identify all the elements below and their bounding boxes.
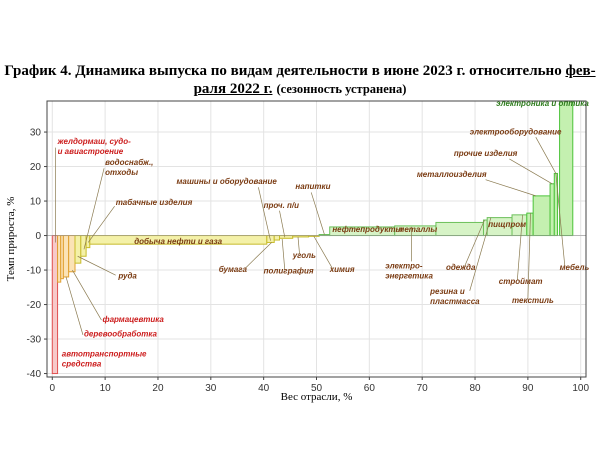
leader-line-21 xyxy=(516,214,523,281)
bar-3 xyxy=(62,235,70,278)
annotation-label-6-0: деревообработка xyxy=(84,330,158,339)
bar-6 xyxy=(80,235,87,257)
annotations: желдормаш, судо-и авиастроение водоснабж.… xyxy=(57,99,590,368)
x-tick-label-7: 70 xyxy=(417,383,429,394)
y-axis-label: Темп прироста, % xyxy=(5,197,17,282)
x-tick-label-4: 40 xyxy=(258,383,270,394)
leader-line-4 xyxy=(77,255,116,276)
bar-17 xyxy=(435,221,484,237)
bar-10 xyxy=(273,235,281,241)
x-tick-label-2: 20 xyxy=(152,383,164,394)
bar-5 xyxy=(74,235,82,264)
leader-line-6 xyxy=(65,276,84,336)
bar-9 xyxy=(266,235,275,243)
annotation-label-11-0: бумага xyxy=(219,265,248,274)
y-tick-label-6: 20 xyxy=(30,162,42,173)
annotation-label-1-0: водоснабж., xyxy=(105,158,153,167)
title-underlined-2: раля 2022 г. xyxy=(193,81,273,97)
chart-title: График 4. Динамика выпуска по видам деят… xyxy=(0,62,600,98)
annotation-label-24-0: металлоизделия xyxy=(417,170,487,179)
annotation-label-12-0: уголь xyxy=(292,251,316,260)
annotation-label-2-0: табачные изделия xyxy=(116,198,193,207)
y-tick-label-5: 10 xyxy=(30,197,42,208)
annotation-label-26-0: электрооборудование xyxy=(470,127,562,136)
y-tick-label-3: -10 xyxy=(27,266,42,277)
title-main: График 4. Динамика выпуска по видам деят… xyxy=(4,63,566,79)
annotation-label-22-0: текстиль xyxy=(512,296,554,305)
bar-23 xyxy=(549,183,555,237)
leader-line-1 xyxy=(83,168,105,250)
y-tick-label-7: 30 xyxy=(30,128,42,139)
annotation-label-4-0: руда xyxy=(117,272,137,281)
title-note: (сезонность устранена) xyxy=(276,82,407,96)
leader-line-9 xyxy=(279,210,286,238)
y-tick-label-4: 0 xyxy=(35,231,41,242)
y-ticks: -40 -30 -20 -10 0 10 20 30 xyxy=(27,128,47,380)
annotation-label-7-0: автотранспортные xyxy=(62,349,147,358)
annotation-label-7-1: средства xyxy=(62,359,102,368)
leader-line-25 xyxy=(509,158,553,185)
annotation-label-18-1: энергетика xyxy=(385,271,433,280)
annotation-label-9-0: проч. п/и xyxy=(264,201,299,210)
x-ticks: 0 10 20 30 40 50 60 70 80 90 100 xyxy=(50,377,589,394)
annotation-label-0-0: желдормаш, судо- xyxy=(57,137,132,146)
leader-line-5 xyxy=(72,269,102,321)
leader-line-26 xyxy=(535,137,557,174)
leader-line-22 xyxy=(527,213,531,300)
bar-11 xyxy=(279,235,294,239)
annotation-label-27-0: электроника и оптика xyxy=(496,99,589,108)
annotation-label-20-0: резина и xyxy=(429,287,465,296)
annotation-label-19-0: одежда xyxy=(446,263,476,272)
annotation-label-5-0: фармацевтика xyxy=(102,315,164,324)
leader-line-20 xyxy=(469,217,492,291)
annotation-label-0-1: и авиастроение xyxy=(58,147,124,156)
y-tick-label-2: -20 xyxy=(27,300,42,311)
annotation-label-20-1: пластмасса xyxy=(430,297,480,306)
x-tick-label-5: 50 xyxy=(311,383,323,394)
y-tick-label-0: -40 xyxy=(27,369,42,380)
bar-22 xyxy=(532,195,551,237)
leader-line-10 xyxy=(310,192,325,235)
annotation-label-23-0: мебель xyxy=(560,263,590,272)
annotation-label-13-0: полиграфия xyxy=(264,267,314,276)
x-tick-label-3: 30 xyxy=(205,383,217,394)
annotation-label-3-0: добыча нефти и газа xyxy=(134,237,222,246)
annotation-label-8-0: машины и оборудование xyxy=(176,177,277,186)
leader-lines xyxy=(55,137,566,336)
annotation-label-18-0: электро- xyxy=(385,261,423,270)
title-underlined-1: фев- xyxy=(565,63,596,79)
bar-4 xyxy=(68,235,76,273)
x-axis-label: Вес отрасли, % xyxy=(281,391,353,403)
annotation-label-21-0: строймат xyxy=(499,277,543,286)
leader-line-14 xyxy=(313,236,333,269)
leader-line-12 xyxy=(297,236,300,255)
leader-line-13 xyxy=(281,238,286,271)
annotation-label-14-0: химия xyxy=(329,265,355,274)
annotation-label-16-0: металлы xyxy=(398,225,437,234)
y-tick-label-1: -30 xyxy=(27,335,42,346)
leader-line-24 xyxy=(485,179,536,197)
annotation-label-25-0: прочие изделия xyxy=(454,149,518,158)
leader-line-23 xyxy=(555,173,566,267)
leader-line-19 xyxy=(464,219,485,267)
x-tick-label-1: 10 xyxy=(100,383,112,394)
leader-line-2 xyxy=(87,206,115,243)
annotation-label-10-0: напитки xyxy=(295,182,330,191)
x-tick-label-10: 100 xyxy=(572,383,589,394)
annotation-label-1-1: отходы xyxy=(105,168,138,177)
leader-line-8 xyxy=(258,187,271,241)
x-tick-label-6: 60 xyxy=(364,383,376,394)
annotation-label-15-0: нефтепродукты xyxy=(332,225,402,234)
bar-25 xyxy=(559,100,574,237)
annotation-label-17-0: пищпром xyxy=(488,220,526,229)
x-tick-label-8: 80 xyxy=(469,383,481,394)
x-tick-label-0: 0 xyxy=(50,383,56,394)
leader-line-11 xyxy=(244,242,272,269)
x-tick-label-9: 90 xyxy=(522,383,534,394)
bar-0 xyxy=(51,235,59,375)
